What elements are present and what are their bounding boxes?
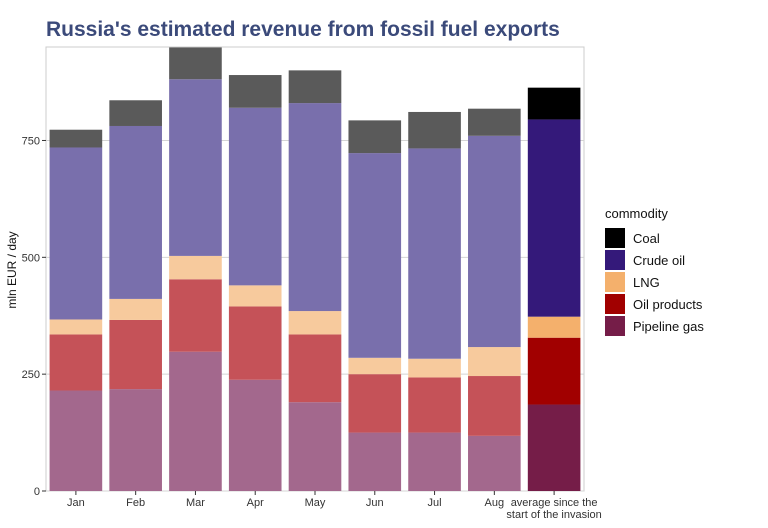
y-tick-label: 0: [34, 486, 40, 498]
bar-overlay: [468, 108, 521, 492]
x-tick-label: Mar: [186, 497, 205, 509]
x-tick-label: average since the start of the invasion: [506, 497, 601, 521]
y-tick-label: 750: [22, 135, 40, 147]
legend-swatch-oil-products: [605, 294, 625, 314]
x-tick-label: Feb: [126, 497, 145, 509]
legend-label-coal: Coal: [633, 231, 660, 246]
y-tick-label: 250: [22, 369, 40, 381]
x-tick-label: Jul: [428, 497, 442, 509]
bar-segment-pipeline-gas: [288, 402, 342, 491]
bar-segment-crude-oil: [169, 79, 222, 256]
bar-overlay: [288, 70, 342, 492]
bar-segment-oil-products: [109, 319, 162, 390]
bar-segment-pipeline-gas: [228, 379, 282, 491]
bar-segment-crude-oil: [49, 147, 103, 320]
chart-title: Russia's estimated revenue from fossil f…: [46, 18, 560, 41]
bar-segment-coal: [408, 111, 461, 149]
legend-title: commodity: [605, 206, 668, 221]
legend-swatch-lng: [605, 272, 625, 292]
bar-segment-pipeline-gas: [348, 432, 402, 491]
bar-overlay: [109, 100, 162, 491]
legend-label-lng: LNG: [633, 275, 660, 290]
legend-label-pipeline-gas: Pipeline gas: [633, 319, 704, 334]
legend-swatch-coal: [605, 228, 625, 248]
bar-segment-crude-oil: [468, 135, 521, 348]
bar-segment-pipeline-gas: [408, 432, 461, 491]
x-tick-label: May: [305, 497, 326, 509]
bar-segment-pipeline-gas: [169, 351, 222, 491]
bar-segment-pipeline-gas: [109, 389, 162, 491]
bars-layer: [49, 47, 581, 492]
bar-segment-crude-oil: [228, 107, 282, 286]
bar-segment-lng: [109, 298, 162, 320]
x-tick-label: Jun: [366, 497, 384, 509]
bar-segment-crude-oil: [408, 148, 461, 359]
bar-segment-pipeline-gas: [527, 404, 581, 491]
legend-swatch-crude-oil: [605, 250, 625, 270]
bar-segment-lng: [408, 358, 461, 378]
legend-label-crude-oil: Crude oil: [633, 253, 685, 268]
x-tick-label: Apr: [247, 497, 264, 509]
bar-segment-lng: [228, 285, 282, 307]
y-axis-title: mln EUR / day: [5, 231, 19, 308]
x-axis: Jan Feb Mar Apr May Jun Jul Aug average since th…: [67, 491, 602, 521]
bar-segment-pipeline-gas: [468, 435, 521, 491]
bar-overlay: [49, 129, 103, 491]
y-tick-label: 500: [22, 252, 40, 264]
bar-segment-lng: [288, 311, 342, 335]
legend-swatch-pipeline-gas: [605, 316, 625, 336]
bar-segment-lng: [527, 316, 581, 338]
bar-segment-lng: [468, 347, 521, 377]
x-tick-label: Aug: [485, 497, 505, 509]
bar-segment-lng: [348, 357, 402, 375]
legend: commodity Coal Crude oil LNG Oil products Pip…: [605, 206, 704, 336]
bar-segment-oil-products: [228, 306, 282, 380]
legend-label-oil-products: Oil products: [633, 297, 703, 312]
bar-segment-oil-products: [348, 374, 402, 433]
bar-segment-coal: [348, 120, 402, 154]
bar-segment-coal: [49, 129, 103, 148]
bar-overlay: [348, 120, 402, 492]
bar-segment-lng: [169, 255, 222, 280]
bar-segment-oil-products: [527, 337, 581, 405]
bar-segment-coal: [527, 87, 581, 120]
bar-segment-coal: [468, 108, 521, 136]
bar-segment-coal: [169, 47, 222, 80]
bar-segment-coal: [228, 75, 282, 108]
bar-overlay: [408, 111, 461, 492]
bar-segment-oil-products: [49, 334, 103, 391]
bar-segment-crude-oil: [109, 125, 162, 299]
bar-segment-oil-products: [468, 376, 521, 436]
bar-segment-oil-products: [169, 279, 222, 352]
y-axis: 0 250 500 750: [22, 135, 46, 498]
bar-segment-crude-oil: [527, 119, 581, 317]
x-tick-label: Jan: [67, 497, 85, 509]
bar-segment-coal: [109, 100, 162, 126]
bar-overlay: [228, 75, 282, 491]
bar-segment-crude-oil: [348, 153, 402, 358]
bar-segment-coal: [288, 70, 342, 104]
bar-segment-crude-oil: [288, 103, 342, 312]
bar-segment-oil-products: [288, 334, 342, 403]
bar-segment-pipeline-gas: [49, 390, 103, 491]
bar-overlay: [169, 47, 222, 491]
bar-segment-lng: [49, 319, 103, 335]
bar-segment-oil-products: [408, 377, 461, 433]
